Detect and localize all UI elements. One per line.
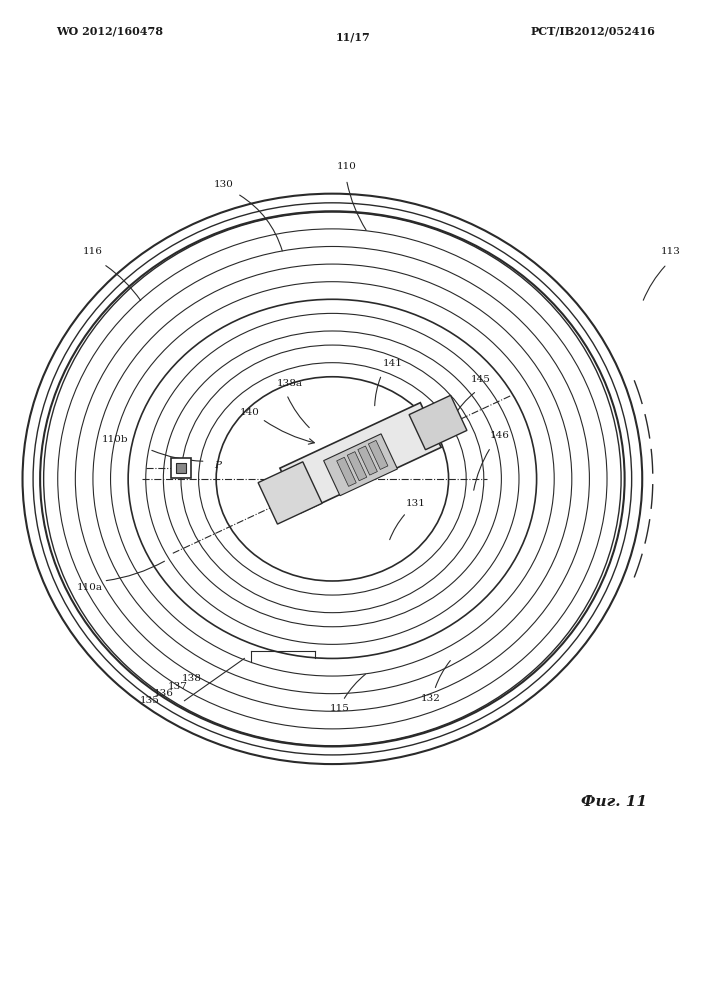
Polygon shape (171, 458, 191, 478)
Text: 132: 132 (421, 694, 441, 703)
Polygon shape (280, 403, 441, 513)
Polygon shape (358, 446, 378, 475)
Text: 146: 146 (490, 431, 510, 440)
Text: 116: 116 (83, 247, 103, 256)
Text: 110a: 110a (76, 583, 103, 592)
Text: 140: 140 (240, 408, 259, 417)
Polygon shape (176, 463, 186, 473)
Text: P: P (214, 461, 221, 470)
Polygon shape (337, 457, 356, 486)
Text: 145: 145 (470, 375, 490, 384)
Polygon shape (409, 395, 467, 450)
Text: Фиг. 11: Фиг. 11 (581, 795, 647, 809)
Text: WO 2012/160478: WO 2012/160478 (57, 26, 163, 37)
Text: PCT/IB2012/052416: PCT/IB2012/052416 (530, 26, 655, 37)
Polygon shape (324, 434, 397, 496)
Text: 113: 113 (660, 247, 680, 256)
Text: 131: 131 (406, 499, 426, 508)
Text: 141: 141 (382, 359, 402, 368)
Text: 137: 137 (168, 682, 188, 691)
Polygon shape (368, 440, 388, 469)
Polygon shape (258, 462, 322, 524)
Text: 136: 136 (154, 689, 174, 698)
Text: 115: 115 (329, 704, 349, 713)
Polygon shape (347, 452, 367, 481)
Text: 110: 110 (337, 162, 356, 171)
Text: 130: 130 (214, 180, 233, 189)
Text: 138: 138 (182, 674, 202, 683)
Text: 138a: 138a (277, 379, 303, 388)
Text: 135: 135 (140, 696, 160, 705)
Text: 11/17: 11/17 (336, 31, 371, 42)
Text: 110b: 110b (102, 435, 128, 444)
